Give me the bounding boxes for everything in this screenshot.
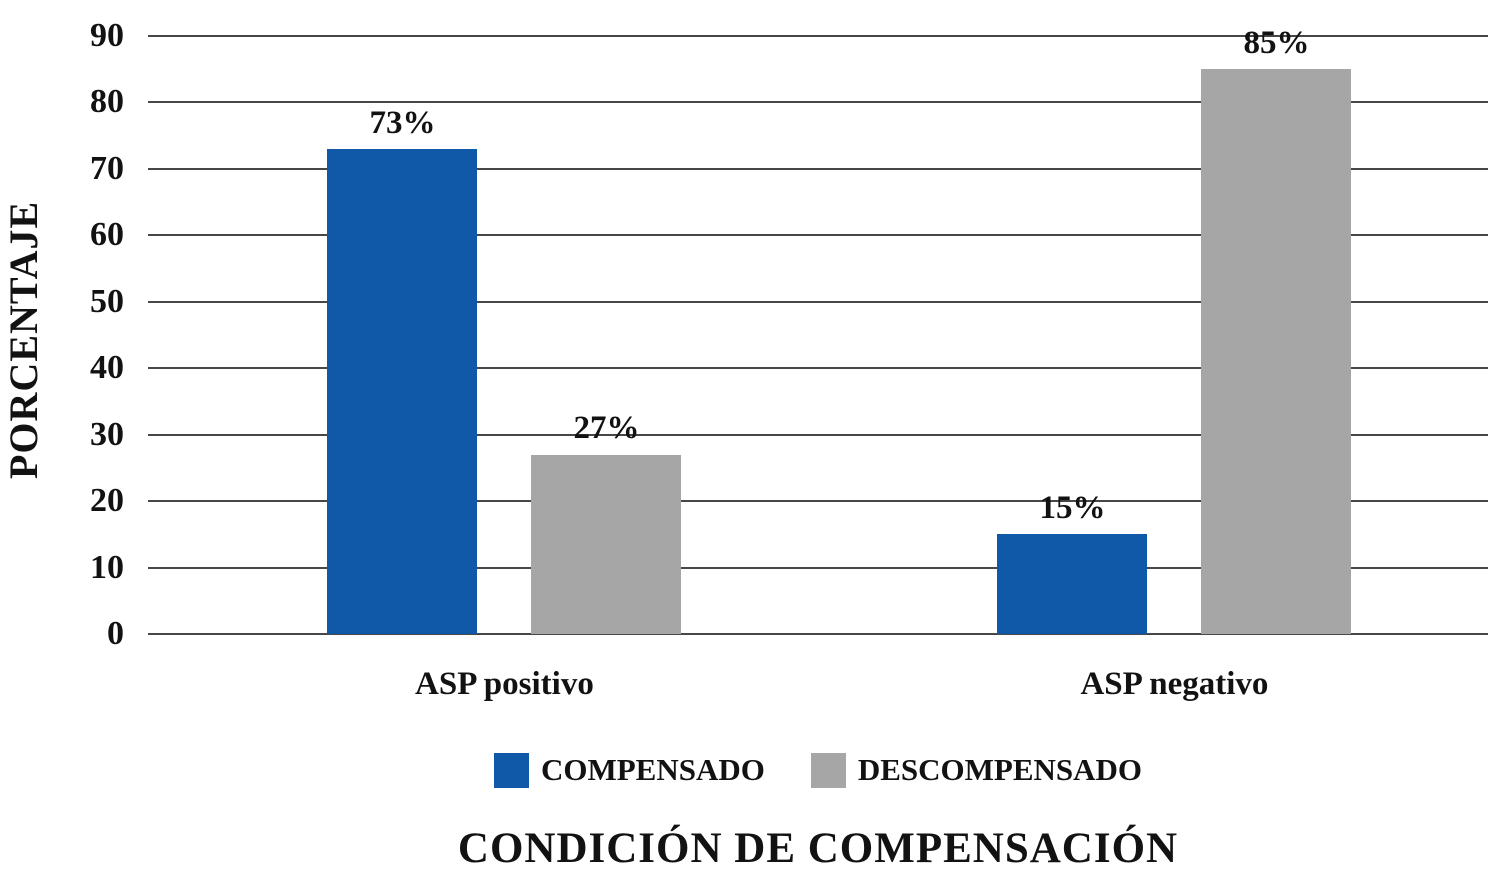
plot-area: 73% 27% 15% 85%: [148, 25, 1488, 635]
legend-swatch-descompensado: [810, 752, 846, 788]
legend-label: DESCOMPENSADO: [857, 752, 1143, 787]
x-axis: ASP positivo ASP negativo: [148, 666, 1488, 714]
x-axis-title: CONDICIÓN DE COMPENSACIÓN: [457, 825, 1179, 872]
gridline: [148, 35, 1488, 37]
x-category-label: ASP positivo: [415, 666, 594, 702]
gridline: [148, 633, 1488, 635]
y-axis-tick: 40: [90, 349, 124, 387]
y-axis: 0 10 20 30 40 50 60 70 80 90: [0, 19, 138, 651]
gridline: [148, 500, 1488, 503]
y-axis-tick: 90: [90, 17, 124, 54]
legend-item: COMPENSADO: [493, 752, 765, 788]
legend-item: DESCOMPENSADO: [810, 752, 1143, 788]
legend-label: COMPENSADO: [540, 752, 765, 787]
legend-swatch-compensado: [493, 752, 529, 788]
bar-compensado-asp-positivo: [327, 148, 478, 634]
bar-value-label: 27%: [573, 410, 640, 447]
gridline: [148, 367, 1488, 370]
y-axis-tick: 70: [90, 149, 124, 187]
bar-compensado-asp-negativo: [997, 534, 1148, 634]
y-axis-tick: 30: [90, 415, 124, 453]
gridline: [148, 101, 1488, 104]
x-category-label: ASP negativo: [1080, 666, 1269, 702]
bar-descompensado-asp-positivo: [531, 454, 682, 634]
gridline: [148, 300, 1488, 303]
gridline: [148, 234, 1488, 237]
y-axis-tick: 20: [90, 482, 124, 520]
y-axis-tick: 0: [107, 615, 124, 652]
y-axis-tick: 10: [90, 548, 124, 586]
bar-value-label: 15%: [1039, 490, 1106, 527]
gridline: [148, 167, 1488, 170]
gridline: [148, 433, 1488, 436]
y-axis-tick: 80: [90, 83, 124, 121]
bar-value-label: 85%: [1243, 24, 1310, 61]
y-axis-tick: 60: [90, 216, 124, 254]
y-axis-tick: 50: [90, 282, 124, 320]
gridline: [148, 566, 1488, 569]
legend: COMPENSADO DESCOMPENSADO: [148, 752, 1488, 788]
bar-value-label: 73%: [369, 104, 436, 141]
bar-descompensado-asp-negativo: [1201, 69, 1352, 634]
